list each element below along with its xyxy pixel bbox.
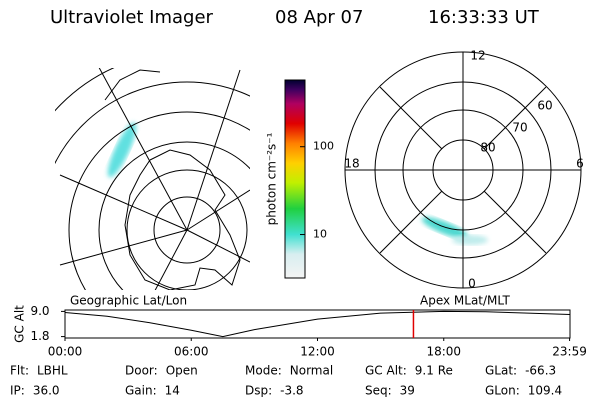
colorbar: [284, 79, 306, 279]
status-value: 9.1 Re: [415, 364, 453, 378]
polar-plot: [344, 51, 582, 289]
x-tick-label: 00:00: [48, 345, 83, 359]
y-tick-label: 1.8: [30, 329, 49, 343]
status-value: Open: [166, 364, 198, 378]
colorbar-label: photon cm⁻²s⁻¹: [265, 132, 279, 225]
x-tick-label: 12:00: [300, 345, 335, 359]
status-label: GLon:: [485, 384, 520, 398]
status-label: Gain:: [125, 384, 157, 398]
mlt-label: 6: [576, 157, 584, 171]
status-value: -66.3: [525, 364, 556, 378]
panel-label: Apex MLat/MLT: [420, 294, 510, 308]
altitude-line: [64, 310, 571, 338]
status-value: Normal: [290, 364, 333, 378]
status-value: 109.4: [528, 384, 562, 398]
time: 16:33:33 UT: [428, 7, 540, 28]
lat-label: 80: [480, 141, 495, 155]
geo-map: [55, 68, 250, 290]
status-value: 39: [400, 384, 415, 398]
status-label: GLat:: [485, 364, 517, 378]
x-tick-label: 18:00: [426, 345, 461, 359]
x-tick-label: 23:59: [552, 345, 587, 359]
lat-label: 70: [512, 121, 527, 135]
status-value: LBHL: [37, 364, 68, 378]
y-tick-label: 9.0: [30, 304, 49, 318]
status-label: Mode:: [245, 364, 282, 378]
status-label: Seq:: [365, 384, 392, 398]
status-value: -3.8: [280, 384, 303, 398]
alt-plot-frame: [64, 309, 571, 339]
status-label: Door:: [125, 364, 158, 378]
status-label: Dsp:: [245, 384, 272, 398]
date: 08 Apr 07: [275, 7, 363, 28]
mlt-label: 12: [470, 49, 485, 63]
colorbar-tick-label: 10: [313, 228, 327, 241]
y-axis-label: GC Alt: [13, 305, 27, 343]
colorbar-tick-label: 100: [313, 140, 334, 153]
lat-label: 60: [537, 99, 552, 113]
status-label: IP:: [10, 384, 25, 398]
panel-label: Geographic Lat/Lon: [70, 294, 187, 308]
status-value: 14: [165, 384, 180, 398]
x-tick-label: 06:00: [174, 345, 209, 359]
status-value: 36.0: [33, 384, 60, 398]
mlt-label: 0: [468, 277, 476, 291]
mlt-label: 18: [344, 157, 359, 171]
status-label: Flt:: [10, 364, 29, 378]
status-label: GC Alt:: [365, 364, 407, 378]
instrument: Ultraviolet Imager: [50, 7, 214, 28]
